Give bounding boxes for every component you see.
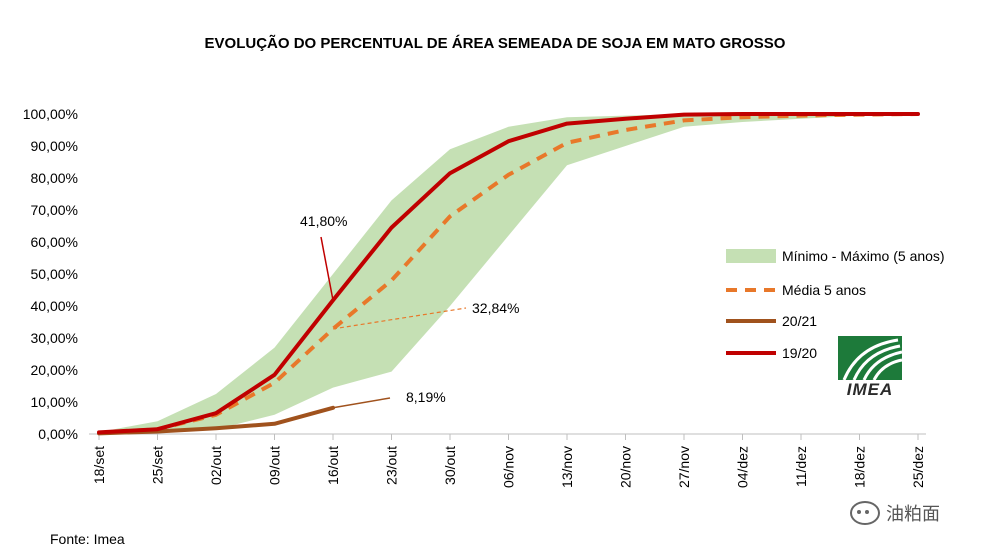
y-tick-label: 10,00% <box>31 394 78 410</box>
watermark: 油粕面 <box>850 500 940 526</box>
legend-label: 20/21 <box>782 313 817 329</box>
y-tick-label: 80,00% <box>31 170 78 186</box>
x-tick-label: 04/dez <box>735 446 751 488</box>
annotation-leader <box>332 397 391 409</box>
chart-title: EVOLUÇÃO DO PERCENTUAL DE ÁREA SEMEADA D… <box>205 34 786 52</box>
y-tick-label: 50,00% <box>31 266 78 282</box>
wechat-icon <box>850 501 880 525</box>
y-tick-label: 30,00% <box>31 330 78 346</box>
legend: Mínimo - Máximo (5 anos) Média 5 anos 20/2… <box>726 248 945 361</box>
x-tick-label: 11/dez <box>793 446 809 487</box>
y-tick-label: 90,00% <box>31 138 78 154</box>
series-line-m-dia-5-anos <box>98 112 919 436</box>
legend-swatch-band <box>726 249 776 263</box>
series-line-19-20 <box>97 112 920 435</box>
y-tick-label: 100,00% <box>23 106 78 122</box>
watermark-text: 油粕面 <box>886 504 940 525</box>
annotation-label: 8,19% <box>406 389 446 405</box>
x-tick-label: 25/dez <box>910 446 926 488</box>
imea-logo: IMEA <box>838 336 902 399</box>
imea-logo-text: IMEA <box>846 380 894 399</box>
x-tick-label: 06/nov <box>501 446 517 488</box>
legend-label: Mínimo - Máximo (5 anos) <box>782 248 945 264</box>
x-tick-label: 02/out <box>208 446 224 485</box>
annotation-label: 41,80% <box>300 213 347 229</box>
x-tick-label: 25/set <box>150 446 166 484</box>
x-tick-label: 20/nov <box>618 446 634 488</box>
annotation-leader <box>320 236 334 301</box>
x-tick-label: 18/set <box>91 446 107 484</box>
min-max-band <box>99 114 918 434</box>
legend-label: Média 5 anos <box>782 282 866 298</box>
y-tick-label: 70,00% <box>31 202 78 218</box>
x-tick-label: 23/out <box>384 446 400 485</box>
annotation-leader <box>332 307 467 330</box>
annotation-label: 32,84% <box>472 300 519 316</box>
imea-logo-emblem <box>838 336 902 380</box>
x-tick-label: 27/nov <box>676 446 692 488</box>
y-tick-label: 20,00% <box>31 362 78 378</box>
axes: 0,00% 10,00% 20,00% 30,00% 40,00% 50,00% 60,00… <box>23 106 926 488</box>
x-tick-label: 16/out <box>325 446 341 485</box>
legend-label: 19/20 <box>782 345 817 361</box>
x-tick-label: 30/out <box>442 446 458 485</box>
annotations-layer: 41,80% 32,84% 8,19% <box>300 213 519 409</box>
y-tick-label: 40,00% <box>31 298 78 314</box>
x-tick-label: 18/dez <box>852 446 868 488</box>
source-note: Fonte: Imea <box>50 531 125 547</box>
min-max-band-layer <box>99 114 918 434</box>
x-tick-label: 09/out <box>267 446 283 485</box>
y-tick-label: 0,00% <box>38 426 78 442</box>
x-tick-label: 13/nov <box>559 446 575 488</box>
y-tick-label: 60,00% <box>31 234 78 250</box>
series-layer <box>97 112 920 436</box>
